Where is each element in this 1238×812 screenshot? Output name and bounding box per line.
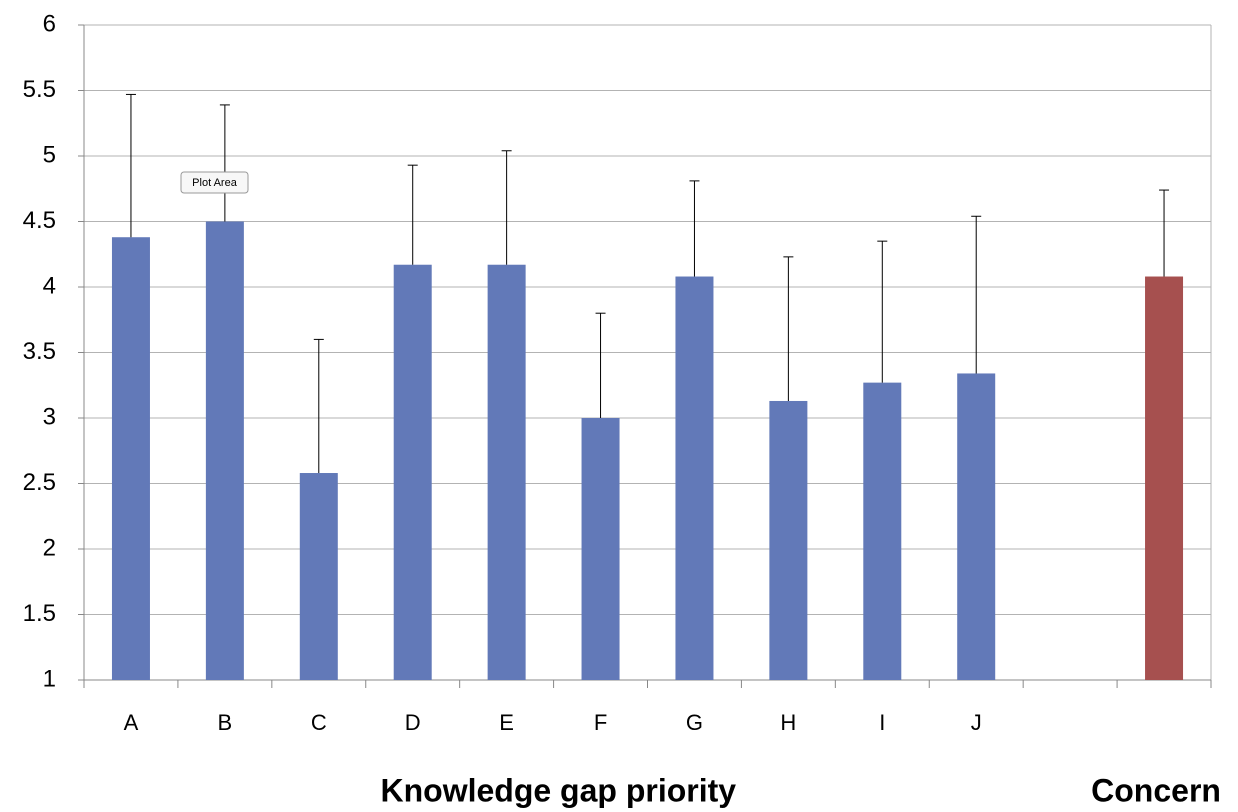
bar — [487, 264, 526, 680]
y-tick-label: 5 — [43, 141, 56, 168]
y-tick-label: 5.5 — [23, 76, 56, 103]
group-label: Knowledge gap priority — [380, 772, 736, 808]
error-bar — [501, 150, 512, 265]
y-tick-label: 1.5 — [23, 600, 56, 627]
bar — [675, 276, 714, 680]
bar — [581, 418, 620, 680]
error-bar — [219, 104, 230, 222]
bar — [393, 264, 432, 680]
bar — [205, 221, 244, 680]
bar — [1145, 276, 1184, 680]
bar — [111, 237, 150, 680]
y-tick-label: 3.5 — [23, 338, 56, 365]
error-bar — [313, 338, 324, 474]
y-tick-label: 1 — [43, 665, 56, 692]
y-tick-label: 3 — [43, 403, 56, 430]
x-tick-label: F — [594, 710, 607, 735]
x-tick-label: I — [879, 710, 885, 735]
x-tick-label: D — [405, 710, 421, 735]
error-bar — [971, 215, 982, 374]
y-tick-label: 4.5 — [23, 207, 56, 234]
marks — [111, 93, 1184, 680]
bar — [863, 382, 902, 680]
y-tick-label: 2.5 — [23, 469, 56, 496]
bar — [769, 400, 808, 680]
x-tick-label: J — [971, 710, 982, 735]
error-bar — [689, 180, 700, 277]
y-tick-label: 4 — [43, 272, 56, 299]
tooltip-text: Plot Area — [192, 177, 238, 189]
y-tick-label: 6 — [43, 10, 56, 37]
error-bar — [877, 240, 888, 383]
tooltip-box — [180, 171, 249, 194]
x-tick-label: A — [124, 710, 139, 735]
x-tick-label: G — [686, 710, 703, 735]
x-tick-label: H — [780, 710, 796, 735]
x-tick-label: E — [499, 710, 514, 735]
x-tick-label: B — [218, 710, 233, 735]
bar — [957, 373, 996, 680]
error-bar — [125, 93, 136, 238]
bar — [299, 473, 338, 680]
error-bar — [783, 256, 794, 401]
group-label: Concern — [1091, 772, 1221, 808]
error-bar — [595, 312, 606, 418]
error-bar — [1159, 189, 1170, 277]
y-tick-label: 2 — [43, 534, 56, 561]
grid: 1 1.5 2 2.5 3 3.5 4 4.5 5 5.5 6 A B C D E F G H I J — [23, 10, 1212, 735]
x-tick-label: C — [311, 710, 327, 735]
tooltip: Plot Area — [180, 171, 249, 194]
error-bar — [407, 164, 418, 265]
